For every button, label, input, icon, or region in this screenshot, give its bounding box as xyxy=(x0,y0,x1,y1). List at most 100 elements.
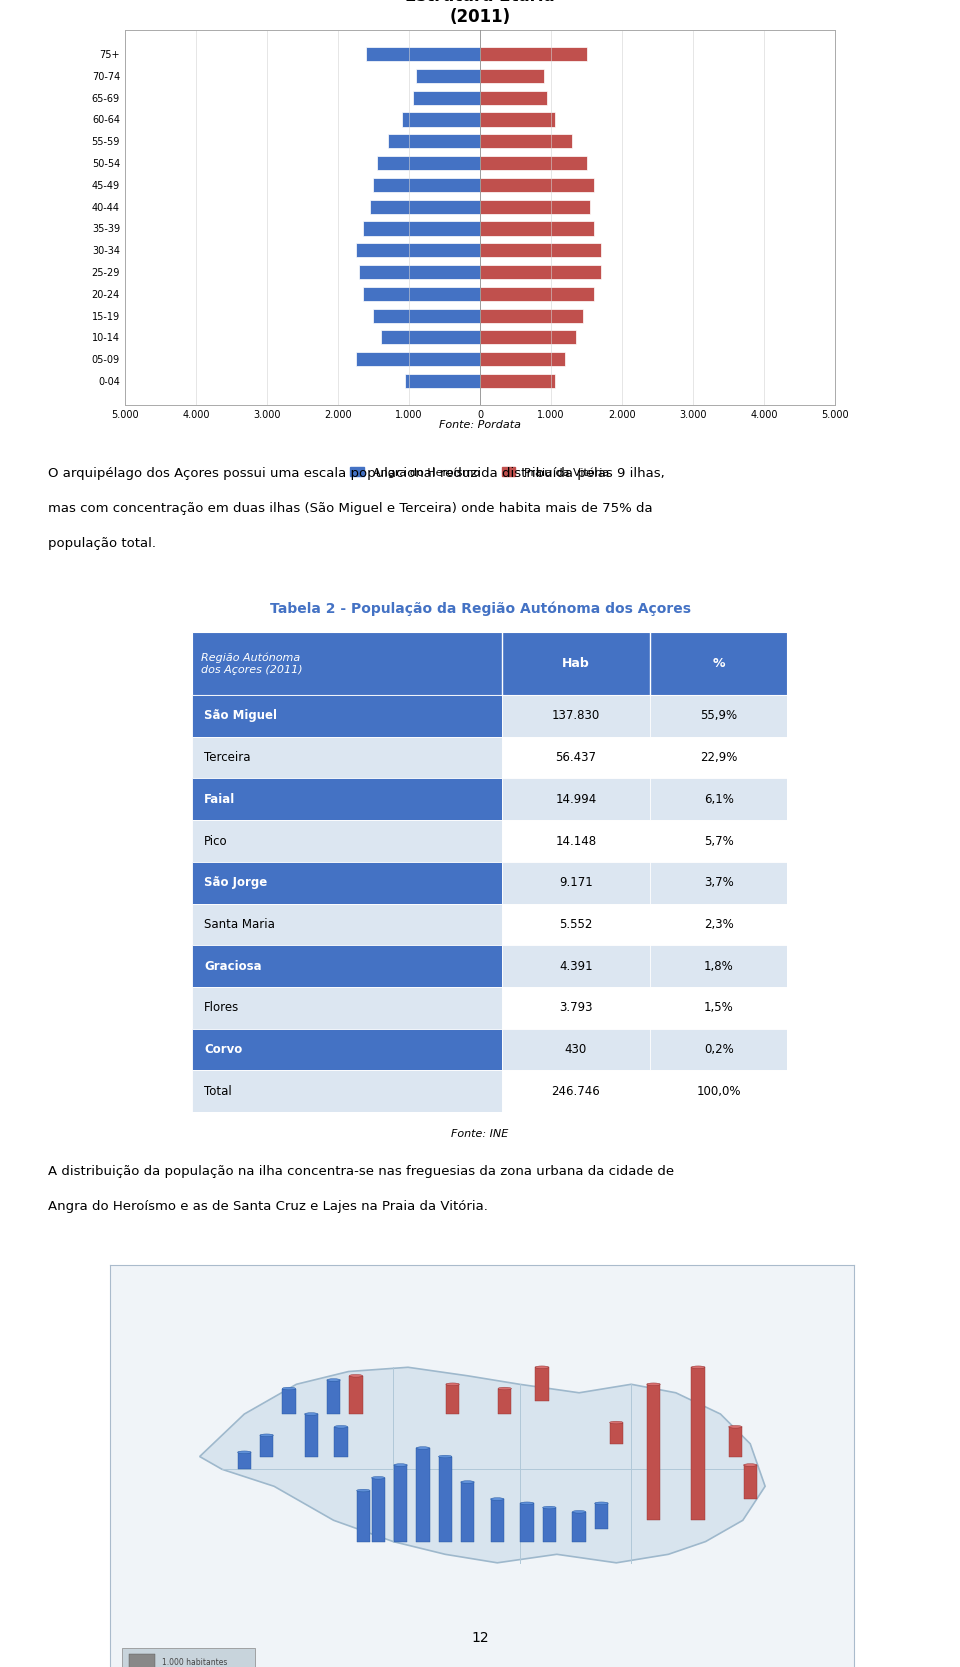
Bar xyxy=(480,112,555,127)
Text: 3,7%: 3,7% xyxy=(704,877,733,889)
Ellipse shape xyxy=(372,1477,385,1479)
Ellipse shape xyxy=(238,1450,251,1454)
Ellipse shape xyxy=(744,1464,756,1467)
Bar xyxy=(542,1507,556,1542)
Bar xyxy=(480,243,601,257)
Bar xyxy=(129,1654,155,1667)
Text: Pico: Pico xyxy=(204,835,228,847)
Bar xyxy=(480,308,583,323)
Bar xyxy=(572,1512,586,1542)
Bar xyxy=(192,820,501,862)
Bar xyxy=(480,178,593,192)
Text: A distribuição da população na ilha concentra-se nas freguesias da zona urbana d: A distribuição da população na ilha conc… xyxy=(48,1165,674,1179)
Bar xyxy=(388,135,480,148)
Bar xyxy=(501,945,787,987)
Bar xyxy=(744,1465,756,1499)
Text: 0,2%: 0,2% xyxy=(704,1044,733,1055)
Bar xyxy=(238,1452,251,1469)
Bar xyxy=(480,68,544,83)
Text: 14.148: 14.148 xyxy=(555,835,596,847)
Bar xyxy=(501,737,787,778)
Bar xyxy=(304,1414,318,1457)
Ellipse shape xyxy=(595,1502,608,1505)
Bar xyxy=(480,222,593,235)
Text: 55,9%: 55,9% xyxy=(700,710,737,722)
Text: Terceira: Terceira xyxy=(204,752,251,763)
Text: 9.171: 9.171 xyxy=(559,877,592,889)
Bar xyxy=(501,862,787,904)
Text: 2,3%: 2,3% xyxy=(704,919,733,930)
Text: 3.793: 3.793 xyxy=(559,1002,592,1014)
Bar xyxy=(647,1384,660,1520)
Bar xyxy=(363,287,480,300)
Text: Região Autónoma
dos Açores (2011): Região Autónoma dos Açores (2011) xyxy=(201,652,302,675)
Bar xyxy=(260,1435,274,1457)
Text: 22,9%: 22,9% xyxy=(700,752,737,763)
Ellipse shape xyxy=(357,1489,370,1492)
Ellipse shape xyxy=(691,1365,705,1369)
Ellipse shape xyxy=(260,1434,274,1437)
Ellipse shape xyxy=(542,1507,556,1509)
Bar xyxy=(334,1427,348,1457)
Bar xyxy=(192,1070,501,1112)
Bar xyxy=(595,1504,608,1529)
Bar xyxy=(192,904,501,945)
Bar xyxy=(610,1422,623,1444)
Text: 6,1%: 6,1% xyxy=(704,793,733,805)
Text: 246.746: 246.746 xyxy=(552,1085,600,1097)
Text: 430: 430 xyxy=(564,1044,587,1055)
Bar xyxy=(373,308,480,323)
Bar xyxy=(192,737,501,778)
Bar xyxy=(536,1367,548,1402)
Bar xyxy=(491,1499,504,1542)
Bar xyxy=(327,1380,340,1414)
Ellipse shape xyxy=(536,1365,548,1369)
Ellipse shape xyxy=(498,1387,512,1390)
Text: Corvo: Corvo xyxy=(204,1044,242,1055)
Bar xyxy=(729,1427,742,1457)
Text: 5.552: 5.552 xyxy=(560,919,592,930)
Text: 137.830: 137.830 xyxy=(552,710,600,722)
Text: população total.: população total. xyxy=(48,537,156,550)
Bar xyxy=(501,1070,787,1112)
Text: Graciosa: Graciosa xyxy=(204,960,261,972)
Bar xyxy=(501,695,787,737)
Bar xyxy=(520,1504,534,1542)
Bar xyxy=(372,1477,385,1542)
Text: 56.437: 56.437 xyxy=(556,752,596,763)
Ellipse shape xyxy=(439,1455,452,1459)
Bar xyxy=(373,178,480,192)
Bar xyxy=(359,265,480,278)
Bar xyxy=(501,1029,787,1070)
Bar xyxy=(282,1389,296,1414)
Text: 4.391: 4.391 xyxy=(559,960,592,972)
Text: Faial: Faial xyxy=(204,793,235,805)
Bar xyxy=(501,778,787,820)
Text: 1,8%: 1,8% xyxy=(704,960,733,972)
Bar xyxy=(480,330,576,345)
Bar xyxy=(192,1029,501,1070)
Ellipse shape xyxy=(304,1412,318,1415)
Text: São Miguel: São Miguel xyxy=(204,710,276,722)
Text: 100,0%: 100,0% xyxy=(697,1085,741,1097)
Bar xyxy=(501,820,787,862)
Bar xyxy=(691,1367,705,1520)
Bar xyxy=(192,632,787,695)
Text: 1,5%: 1,5% xyxy=(704,1002,733,1014)
Bar xyxy=(480,135,572,148)
Bar xyxy=(416,68,480,83)
Bar xyxy=(480,200,590,213)
Bar xyxy=(349,1375,363,1414)
Text: Fonte: Pordata: Fonte: Pordata xyxy=(439,420,521,430)
Ellipse shape xyxy=(394,1464,407,1467)
Bar xyxy=(356,243,480,257)
Bar xyxy=(192,778,501,820)
Ellipse shape xyxy=(572,1510,586,1514)
Bar xyxy=(356,352,480,367)
Ellipse shape xyxy=(610,1422,623,1424)
Bar xyxy=(367,47,480,62)
Bar xyxy=(405,373,480,388)
Bar xyxy=(480,157,587,170)
Bar xyxy=(498,1389,512,1414)
Text: Fonte: INE: Fonte: INE xyxy=(451,1129,509,1139)
